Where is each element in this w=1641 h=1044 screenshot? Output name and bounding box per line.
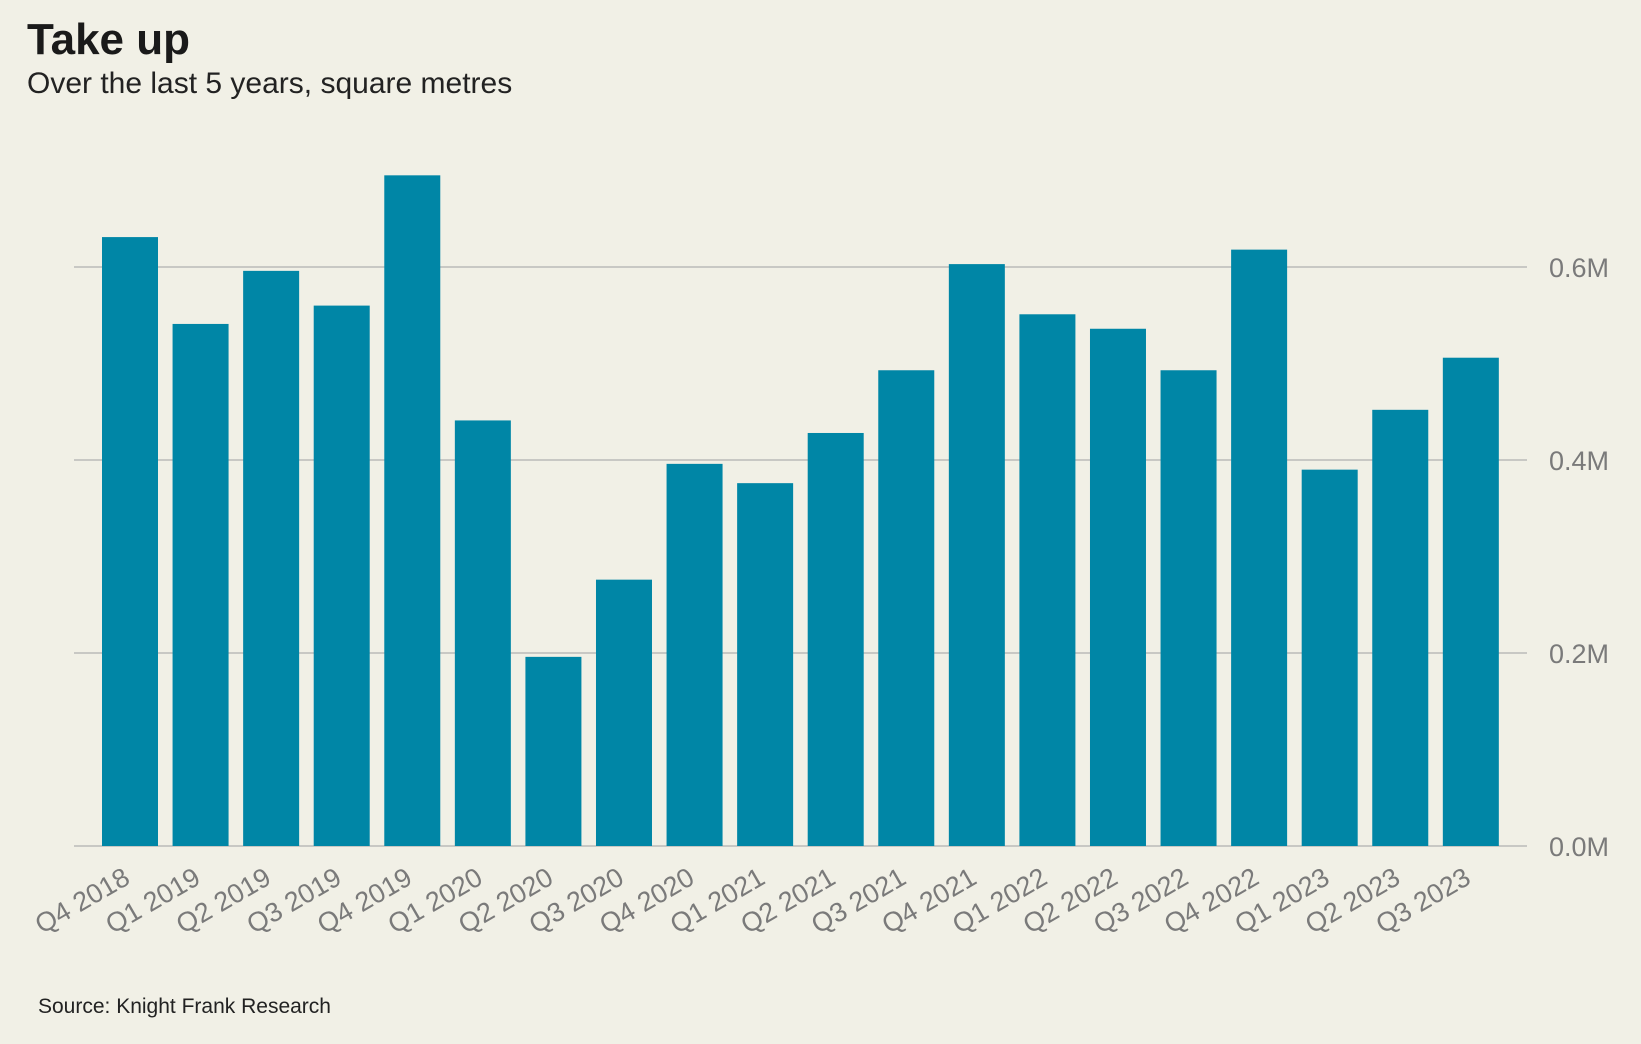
chart-title: Take up [27,15,191,64]
source-note: Source: Knight Frank Research [38,995,331,1018]
bar[interactable] [948,264,1005,847]
bar[interactable] [525,656,582,846]
y-tick-label: 0.4M [1549,446,1609,476]
chart-subtitle: Over the last 5 years, square metres [27,67,513,100]
y-axis-ticks: 0.0M 0.2M 0.4M 0.6M [1549,253,1609,862]
bar[interactable] [878,370,935,846]
y-tick-label: 0.2M [1549,639,1609,669]
bar[interactable] [102,237,158,846]
bars [102,175,1499,847]
bar[interactable] [666,463,723,846]
bar[interactable] [1160,370,1217,846]
bar[interactable] [1231,249,1288,846]
bar[interactable] [454,420,511,846]
bar[interactable] [807,432,864,846]
y-tick-label: 0.6M [1549,253,1609,283]
bar[interactable] [172,323,229,846]
bar[interactable] [595,579,652,846]
bar[interactable] [313,305,370,847]
bar[interactable] [1442,357,1499,846]
bar[interactable] [243,270,300,846]
bar[interactable] [737,483,794,846]
y-tick-label: 0.0M [1549,832,1609,862]
bar[interactable] [1019,314,1076,846]
bar[interactable] [1301,469,1358,846]
bar[interactable] [1372,409,1429,846]
bar[interactable] [384,175,441,846]
bar[interactable] [1089,328,1146,846]
